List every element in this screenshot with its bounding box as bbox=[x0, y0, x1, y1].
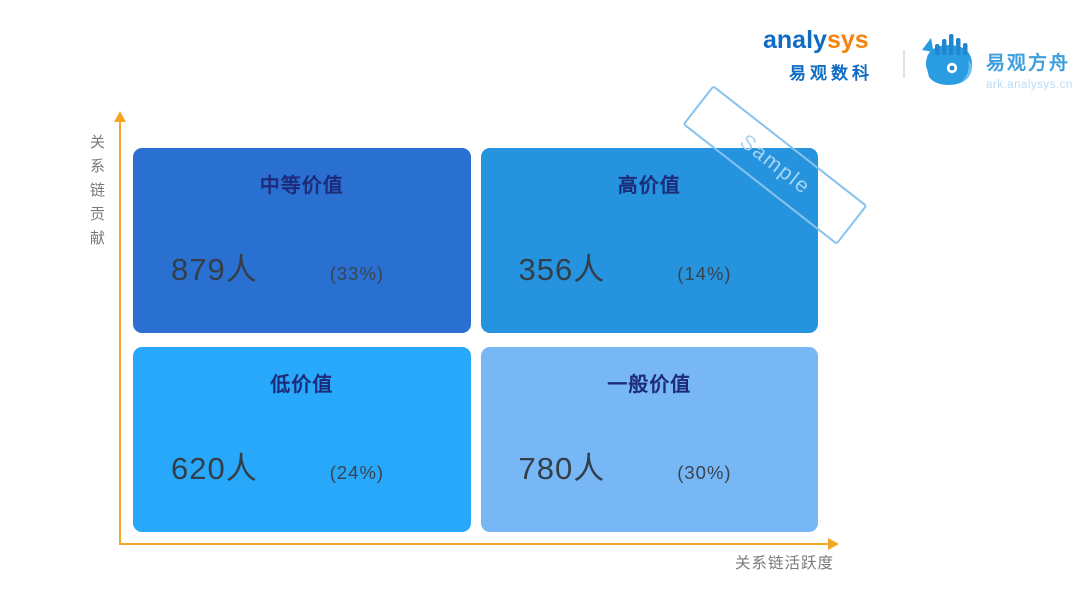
quadrant-low-value[interactable]: 低价值 620人 (24%) bbox=[133, 347, 471, 532]
quadrant-title: 高价值 bbox=[617, 175, 681, 197]
quadrant-count: 356人 bbox=[518, 252, 606, 287]
ark-whale-icon bbox=[922, 34, 972, 85]
quadrant-matrix: 中等价值 879人 (33%) 高价值 356人 (14%) 低价值 620人 … bbox=[133, 148, 818, 532]
x-axis-label: 关系链活跃度 bbox=[735, 555, 835, 572]
quadrant-percent: (30%) bbox=[677, 462, 732, 483]
quadrant-stats: 620人 (24%) bbox=[171, 443, 451, 488]
quadrant-count: 620人 bbox=[171, 451, 258, 486]
quadrant-count: 879人 bbox=[171, 252, 258, 287]
ark-logo: 易观方舟 ark.analysys.cn bbox=[918, 32, 1073, 91]
quadrant-medium-value[interactable]: 中等价值 879人 (33%) bbox=[133, 148, 471, 333]
quadrant-stats: 356人 (14%) bbox=[519, 244, 799, 289]
header: analysys 易观数科 易观方舟 bbox=[0, 0, 1080, 100]
quadrant-percent: (24%) bbox=[329, 462, 385, 483]
analysys-wordmark: analysys bbox=[763, 28, 873, 53]
ark-product-name: 易观方舟 bbox=[986, 53, 1071, 74]
quadrant-percent: (14%) bbox=[677, 263, 732, 284]
quadrant-stats: 780人 (30%) bbox=[519, 443, 799, 488]
quadrant-percent: (33%) bbox=[329, 263, 385, 284]
quadrant-general-value[interactable]: 一般价值 780人 (30%) bbox=[480, 347, 818, 532]
analysys-subtitle: 易观数科 bbox=[789, 64, 873, 83]
y-axis-line bbox=[119, 122, 121, 545]
quadrant-title: 一般价值 bbox=[607, 374, 692, 396]
quadrant-title: 低价值 bbox=[270, 374, 334, 396]
analysys-wordmark-orange: sys bbox=[826, 26, 869, 54]
x-axis-line bbox=[119, 543, 831, 545]
analysys-logo: analysys 易观数科 bbox=[763, 28, 873, 84]
y-axis-arrow-icon bbox=[114, 111, 126, 122]
ark-url-text: ark.analysys.cn bbox=[986, 78, 1073, 91]
analysys-wordmark-blue: analy bbox=[763, 26, 827, 54]
quadrant-high-value[interactable]: 高价值 356人 (14%) bbox=[480, 148, 818, 333]
quadrant-stats: 879人 (33%) bbox=[171, 244, 451, 289]
ark-logo-text: 易观方舟 ark.analysys.cn bbox=[986, 53, 1073, 91]
logo-divider bbox=[903, 50, 905, 78]
quadrant-count: 780人 bbox=[518, 451, 606, 486]
quadrant-title: 中等价值 bbox=[259, 175, 344, 197]
y-axis-label: 关系链贡献 bbox=[88, 134, 105, 254]
x-axis-arrow-icon bbox=[828, 538, 839, 550]
